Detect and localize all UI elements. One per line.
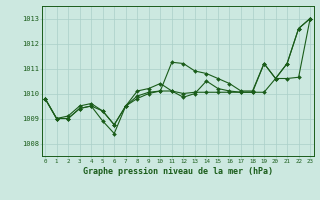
X-axis label: Graphe pression niveau de la mer (hPa): Graphe pression niveau de la mer (hPa)	[83, 167, 273, 176]
